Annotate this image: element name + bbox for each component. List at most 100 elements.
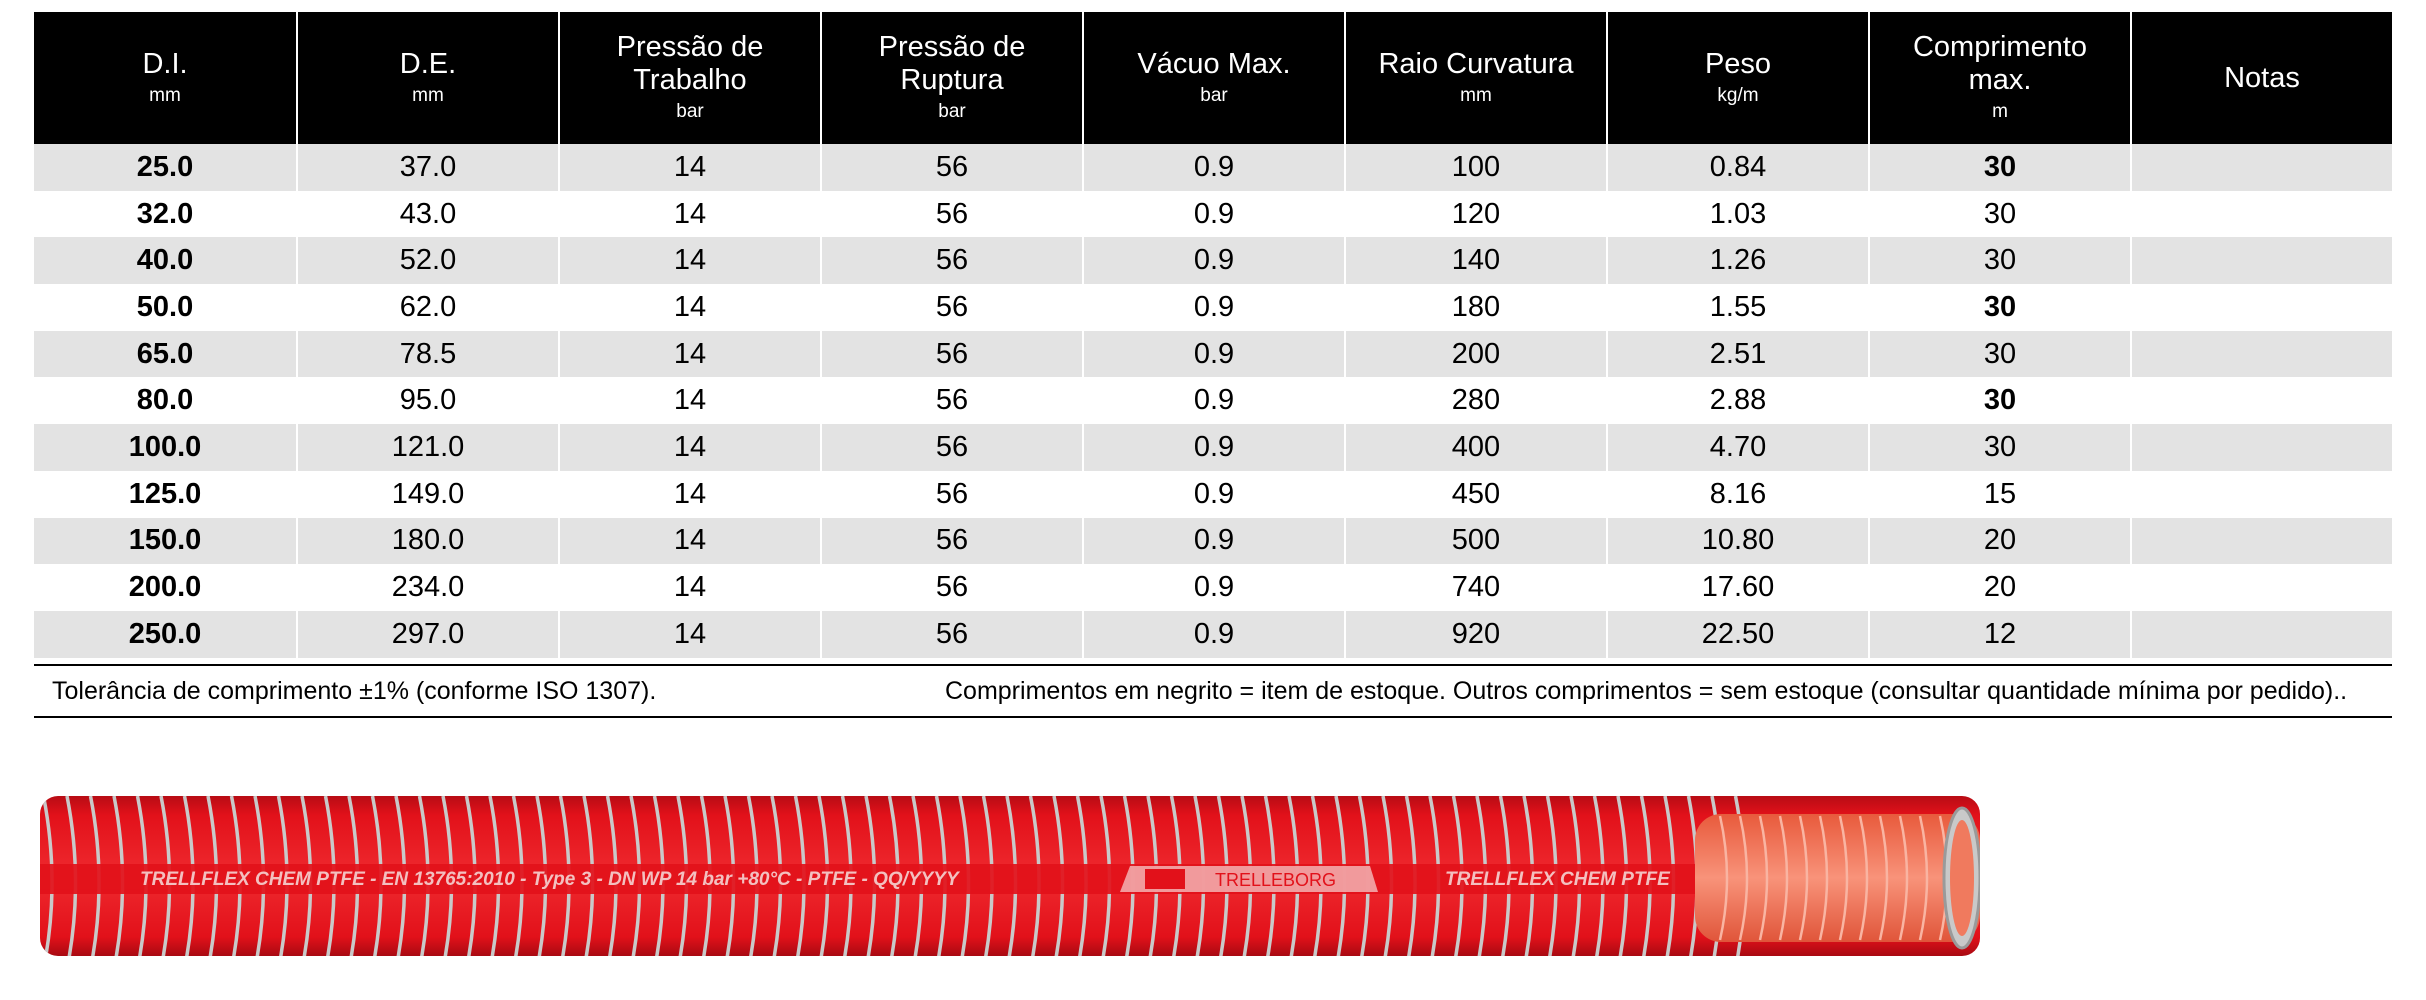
inner-ring — [1838, 815, 1849, 941]
table-cell: 1.26 — [1606, 237, 1868, 285]
table-cell: 14 — [558, 424, 820, 471]
inner-ring — [1858, 815, 1869, 941]
column-header-label: Trabalho — [633, 64, 747, 96]
table-cell: 140 — [1344, 237, 1606, 285]
column-unit: bar — [938, 101, 966, 122]
max-length-cell: 15 — [1868, 470, 2130, 518]
max-length-cell: 30 — [1868, 424, 2130, 471]
table-cell: 450 — [1344, 470, 1606, 518]
hose-print-text-2: TRELLFLEX CHEM PTFE — [1445, 869, 1671, 890]
table-cell: 0.9 — [1082, 330, 1344, 378]
table-cell: 8.16 — [1606, 470, 1868, 518]
table-cell: 56 — [820, 564, 1082, 611]
table-cell: 14 — [558, 470, 820, 518]
inner-diameter-cell: 80.0 — [34, 377, 296, 425]
table-cell: 0.9 — [1082, 377, 1344, 425]
table-cell: 95.0 — [296, 377, 558, 425]
table-cell — [2130, 564, 2392, 611]
table-cell: 180.0 — [296, 517, 558, 565]
inner-ring — [1798, 815, 1809, 941]
table-row: 125.0 149.0 14 56 0.9 450 8.16 15 — [34, 470, 2392, 518]
table-cell: 14 — [558, 144, 820, 191]
table-cell: 0.9 — [1082, 424, 1344, 471]
column-unit: kg/m — [1717, 84, 1759, 106]
footer-bottom-rule — [34, 716, 2392, 718]
table-row: 200.0 234.0 14 56 0.9 740 17.60 20 — [34, 564, 2392, 611]
inner-diameter-cell: 50.0 — [34, 284, 296, 331]
table-cell: 17.60 — [1606, 564, 1868, 611]
table-cell — [2130, 330, 2392, 378]
table-cell — [2130, 470, 2392, 518]
table-cell: 52.0 — [296, 237, 558, 285]
table-cell: 56 — [820, 470, 1082, 518]
column-header-label: Notas — [2224, 61, 2300, 94]
table-cell — [2130, 377, 2392, 425]
table-cell: 297.0 — [296, 610, 558, 658]
max-length-cell: 20 — [1868, 517, 2130, 565]
table-cell: 1.55 — [1606, 284, 1868, 331]
inner-ring — [1778, 815, 1789, 941]
tolerance-note: Tolerância de comprimento ±1% (conforme … — [52, 677, 657, 705]
column-header-label: max. — [1968, 64, 2032, 96]
table-row: 50.0 62.0 14 56 0.9 180 1.55 30 — [34, 284, 2392, 331]
column-header-label: D.I. — [142, 47, 188, 80]
table-row: 65.0 78.5 14 56 0.9 200 2.51 30 — [34, 330, 2392, 378]
column-header: D.I. mm — [34, 12, 296, 144]
table-row: 25.0 37.0 14 56 0.9 100 0.84 30 — [34, 144, 2392, 191]
column-header-label: Comprimento — [1912, 31, 2088, 63]
table-cell — [2130, 610, 2392, 658]
table-cell: 400 — [1344, 424, 1606, 471]
inner-diameter-cell: 25.0 — [34, 144, 296, 191]
hose-image: TRELLFLEX CHEM PTFE - EN 13765:2010 - Ty… — [40, 796, 1980, 956]
table-cell: 14 — [558, 330, 820, 378]
table-cell: 0.9 — [1082, 564, 1344, 611]
table-cell: 14 — [558, 237, 820, 285]
column-header-label: Pressão de — [878, 31, 1026, 63]
table-cell: 10.80 — [1606, 517, 1868, 565]
inner-ring — [1758, 815, 1769, 941]
table-cell: 14 — [558, 284, 820, 331]
inner-diameter-cell: 125.0 — [34, 470, 296, 518]
table-cell: 56 — [820, 330, 1082, 378]
table-cell: 0.84 — [1606, 144, 1868, 191]
table-cell: 4.70 — [1606, 424, 1868, 471]
table-cell: 56 — [820, 237, 1082, 285]
table-cell: 0.9 — [1082, 470, 1344, 518]
table-cell: 14 — [558, 377, 820, 425]
column-unit: mm — [412, 84, 444, 106]
table-cell: 56 — [820, 377, 1082, 425]
hose-print-text: TRELLFLEX CHEM PTFE - EN 13765:2010 - Ty… — [140, 869, 961, 890]
table-cell: 2.88 — [1606, 377, 1868, 425]
table-cell: 0.9 — [1082, 237, 1344, 285]
column-header-label: Peso — [1704, 47, 1772, 80]
table-cell: 56 — [820, 424, 1082, 471]
column-header: Comprimento max. m — [1868, 12, 2130, 144]
table-cell: 740 — [1344, 564, 1606, 611]
inner-diameter-cell: 32.0 — [34, 190, 296, 238]
column-header-label: Pressão de — [616, 31, 764, 63]
column-header: Vácuo Max. bar — [1082, 12, 1344, 144]
table-cell: 22.50 — [1606, 610, 1868, 658]
max-length-cell: 12 — [1868, 610, 2130, 658]
max-length-cell: 30 — [1868, 377, 2130, 425]
column-header: Pressão de Ruptura bar — [820, 12, 1082, 144]
table-cell: 0.9 — [1082, 284, 1344, 331]
table-cell: 0.9 — [1082, 610, 1344, 658]
table-row: 250.0 297.0 14 56 0.9 920 22.50 12 — [34, 610, 2392, 658]
inner-diameter-cell: 250.0 — [34, 610, 296, 658]
table-cell: 56 — [820, 284, 1082, 331]
inner-diameter-cell: 200.0 — [34, 564, 296, 611]
table-cell: 920 — [1344, 610, 1606, 658]
max-length-cell: 30 — [1868, 190, 2130, 238]
table-body: 25.0 37.0 14 56 0.9 100 0.84 30 32.0 43.0 14 56 0.9 1… — [34, 144, 2392, 658]
max-length-cell: 30 — [1868, 237, 2130, 285]
table-cell: 500 — [1344, 517, 1606, 565]
inner-diameter-cell: 100.0 — [34, 424, 296, 471]
column-header: D.E. mm — [296, 12, 558, 144]
inner-ring — [1818, 815, 1829, 941]
table-cell — [2130, 144, 2392, 191]
table-cell: 37.0 — [296, 144, 558, 191]
table-cell: 0.9 — [1082, 517, 1344, 565]
inner-ring — [1878, 815, 1889, 941]
table-row: 80.0 95.0 14 56 0.9 280 2.88 30 — [34, 377, 2392, 425]
